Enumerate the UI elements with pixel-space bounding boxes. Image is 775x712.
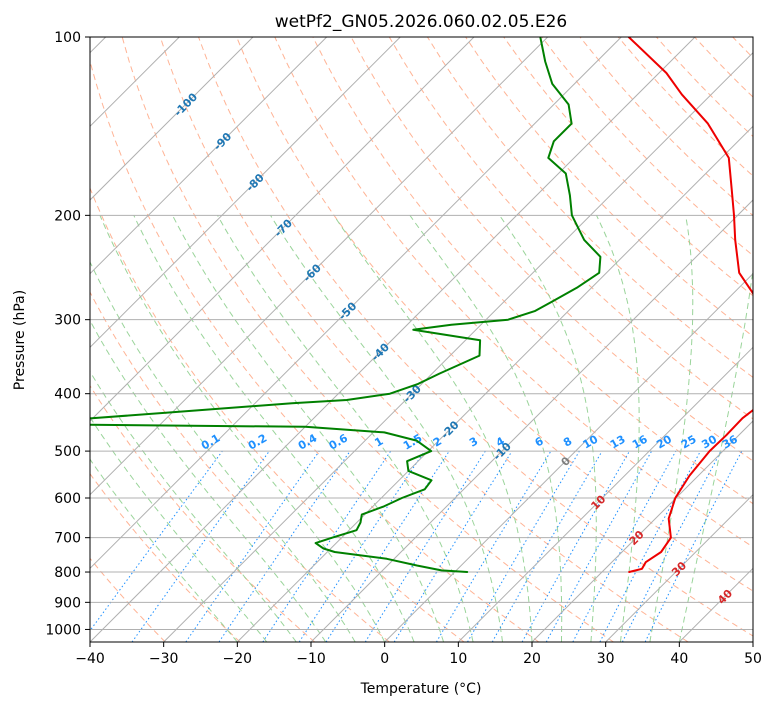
x-tick-label: 40 bbox=[670, 651, 688, 667]
y-tick-label: 1000 bbox=[45, 622, 81, 638]
y-tick-label: 200 bbox=[54, 208, 81, 224]
y-tick-label: 700 bbox=[54, 531, 81, 547]
y-tick-label: 600 bbox=[54, 491, 81, 507]
x-tick-label: −30 bbox=[149, 651, 179, 667]
y-axis-label: Pressure (hPa) bbox=[12, 290, 28, 390]
x-tick-label: 50 bbox=[744, 651, 762, 667]
x-tick-label: 10 bbox=[449, 651, 467, 667]
x-tick-label: 30 bbox=[597, 651, 615, 667]
y-tick-label: 400 bbox=[54, 387, 81, 403]
y-tick-label: 300 bbox=[54, 313, 81, 329]
x-axis-label: Temperature (°C) bbox=[360, 681, 482, 697]
x-tick-label: −40 bbox=[75, 651, 105, 667]
x-tick-label: 20 bbox=[523, 651, 541, 667]
y-tick-label: 900 bbox=[54, 595, 81, 611]
x-tick-label: 0 bbox=[380, 651, 389, 667]
chart-title: wetPf2_GN05.2026.060.02.05.E26 bbox=[275, 12, 567, 32]
y-tick-label: 500 bbox=[54, 444, 81, 460]
x-tick-label: −10 bbox=[296, 651, 326, 667]
y-tick-label: 800 bbox=[54, 565, 81, 581]
x-tick-label: −20 bbox=[223, 651, 253, 667]
y-tick-label: 100 bbox=[54, 30, 81, 46]
